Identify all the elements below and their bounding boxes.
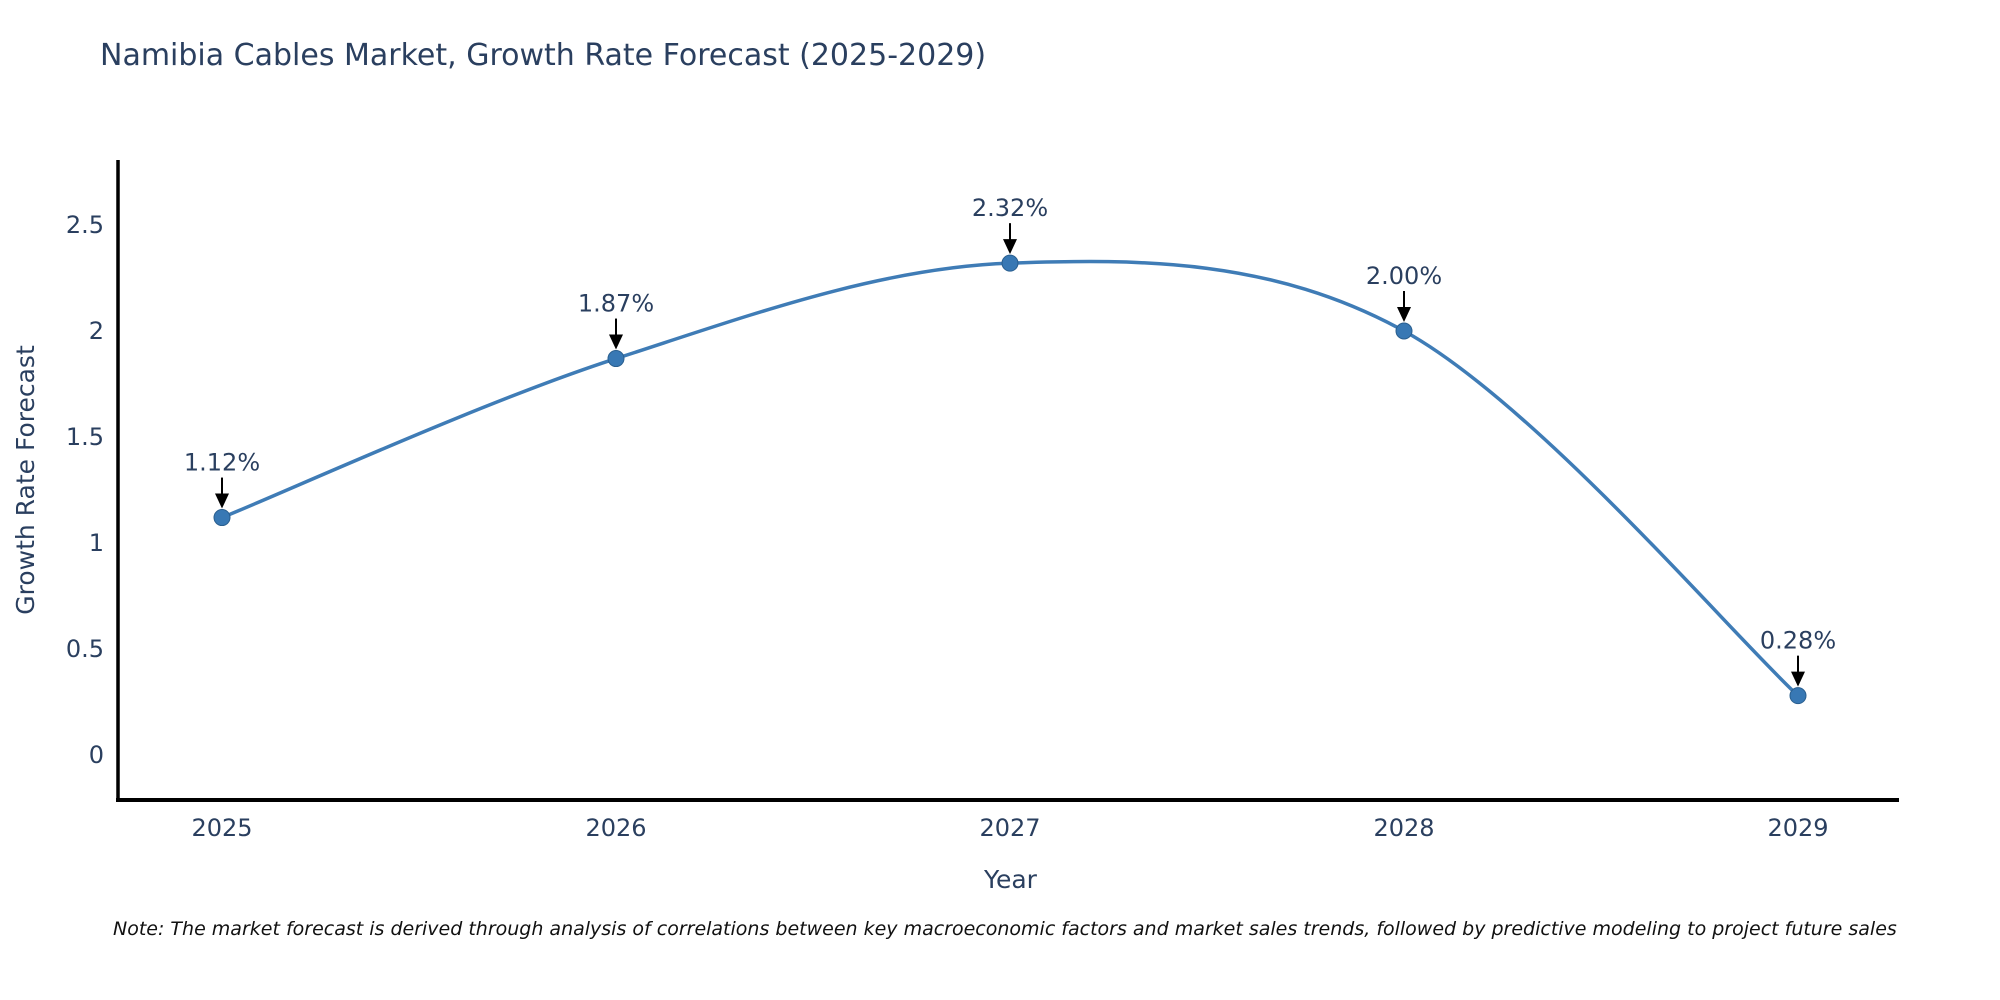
data-point-marker bbox=[1001, 254, 1019, 272]
point-value-label: 2.32% bbox=[972, 194, 1048, 222]
y-tick-label: 2 bbox=[89, 317, 104, 345]
x-tick-label: 2029 bbox=[1767, 814, 1828, 842]
y-tick-label: 2.5 bbox=[66, 211, 104, 239]
y-tick-label: 0 bbox=[89, 741, 104, 769]
point-value-label: 1.12% bbox=[184, 449, 260, 477]
point-value-label: 2.00% bbox=[1366, 262, 1442, 290]
arrowhead-icon bbox=[215, 493, 229, 509]
data-point-marker bbox=[607, 350, 625, 368]
point-value-label: 1.87% bbox=[578, 290, 654, 318]
arrowhead-icon bbox=[1397, 307, 1411, 322]
x-tick-label: 2026 bbox=[585, 814, 646, 842]
data-point-marker bbox=[1395, 322, 1413, 340]
x-tick-label: 2027 bbox=[979, 814, 1040, 842]
series-line bbox=[220, 259, 1800, 698]
x-tick-label: 2025 bbox=[191, 814, 252, 842]
x-axis-title: Year bbox=[983, 865, 1038, 894]
x-tick-label: 2028 bbox=[1373, 814, 1434, 842]
y-tick-label: 1 bbox=[89, 529, 104, 557]
data-point-marker bbox=[213, 509, 231, 527]
point-value-label: 0.28% bbox=[1760, 627, 1836, 655]
arrowhead-icon bbox=[1003, 239, 1017, 255]
y-tick-label: 0.5 bbox=[66, 635, 104, 663]
arrowhead-icon bbox=[1791, 671, 1805, 687]
y-axis-title: Growth Rate Forecast bbox=[11, 345, 40, 615]
footnote: Note: The market forecast is derived thr… bbox=[113, 918, 1897, 940]
data-point-marker bbox=[1789, 687, 1807, 705]
arrowhead-icon bbox=[609, 334, 623, 350]
y-tick-label: 1.5 bbox=[66, 423, 104, 451]
chart-title: Namibia Cables Market, Growth Rate Forec… bbox=[100, 38, 987, 73]
